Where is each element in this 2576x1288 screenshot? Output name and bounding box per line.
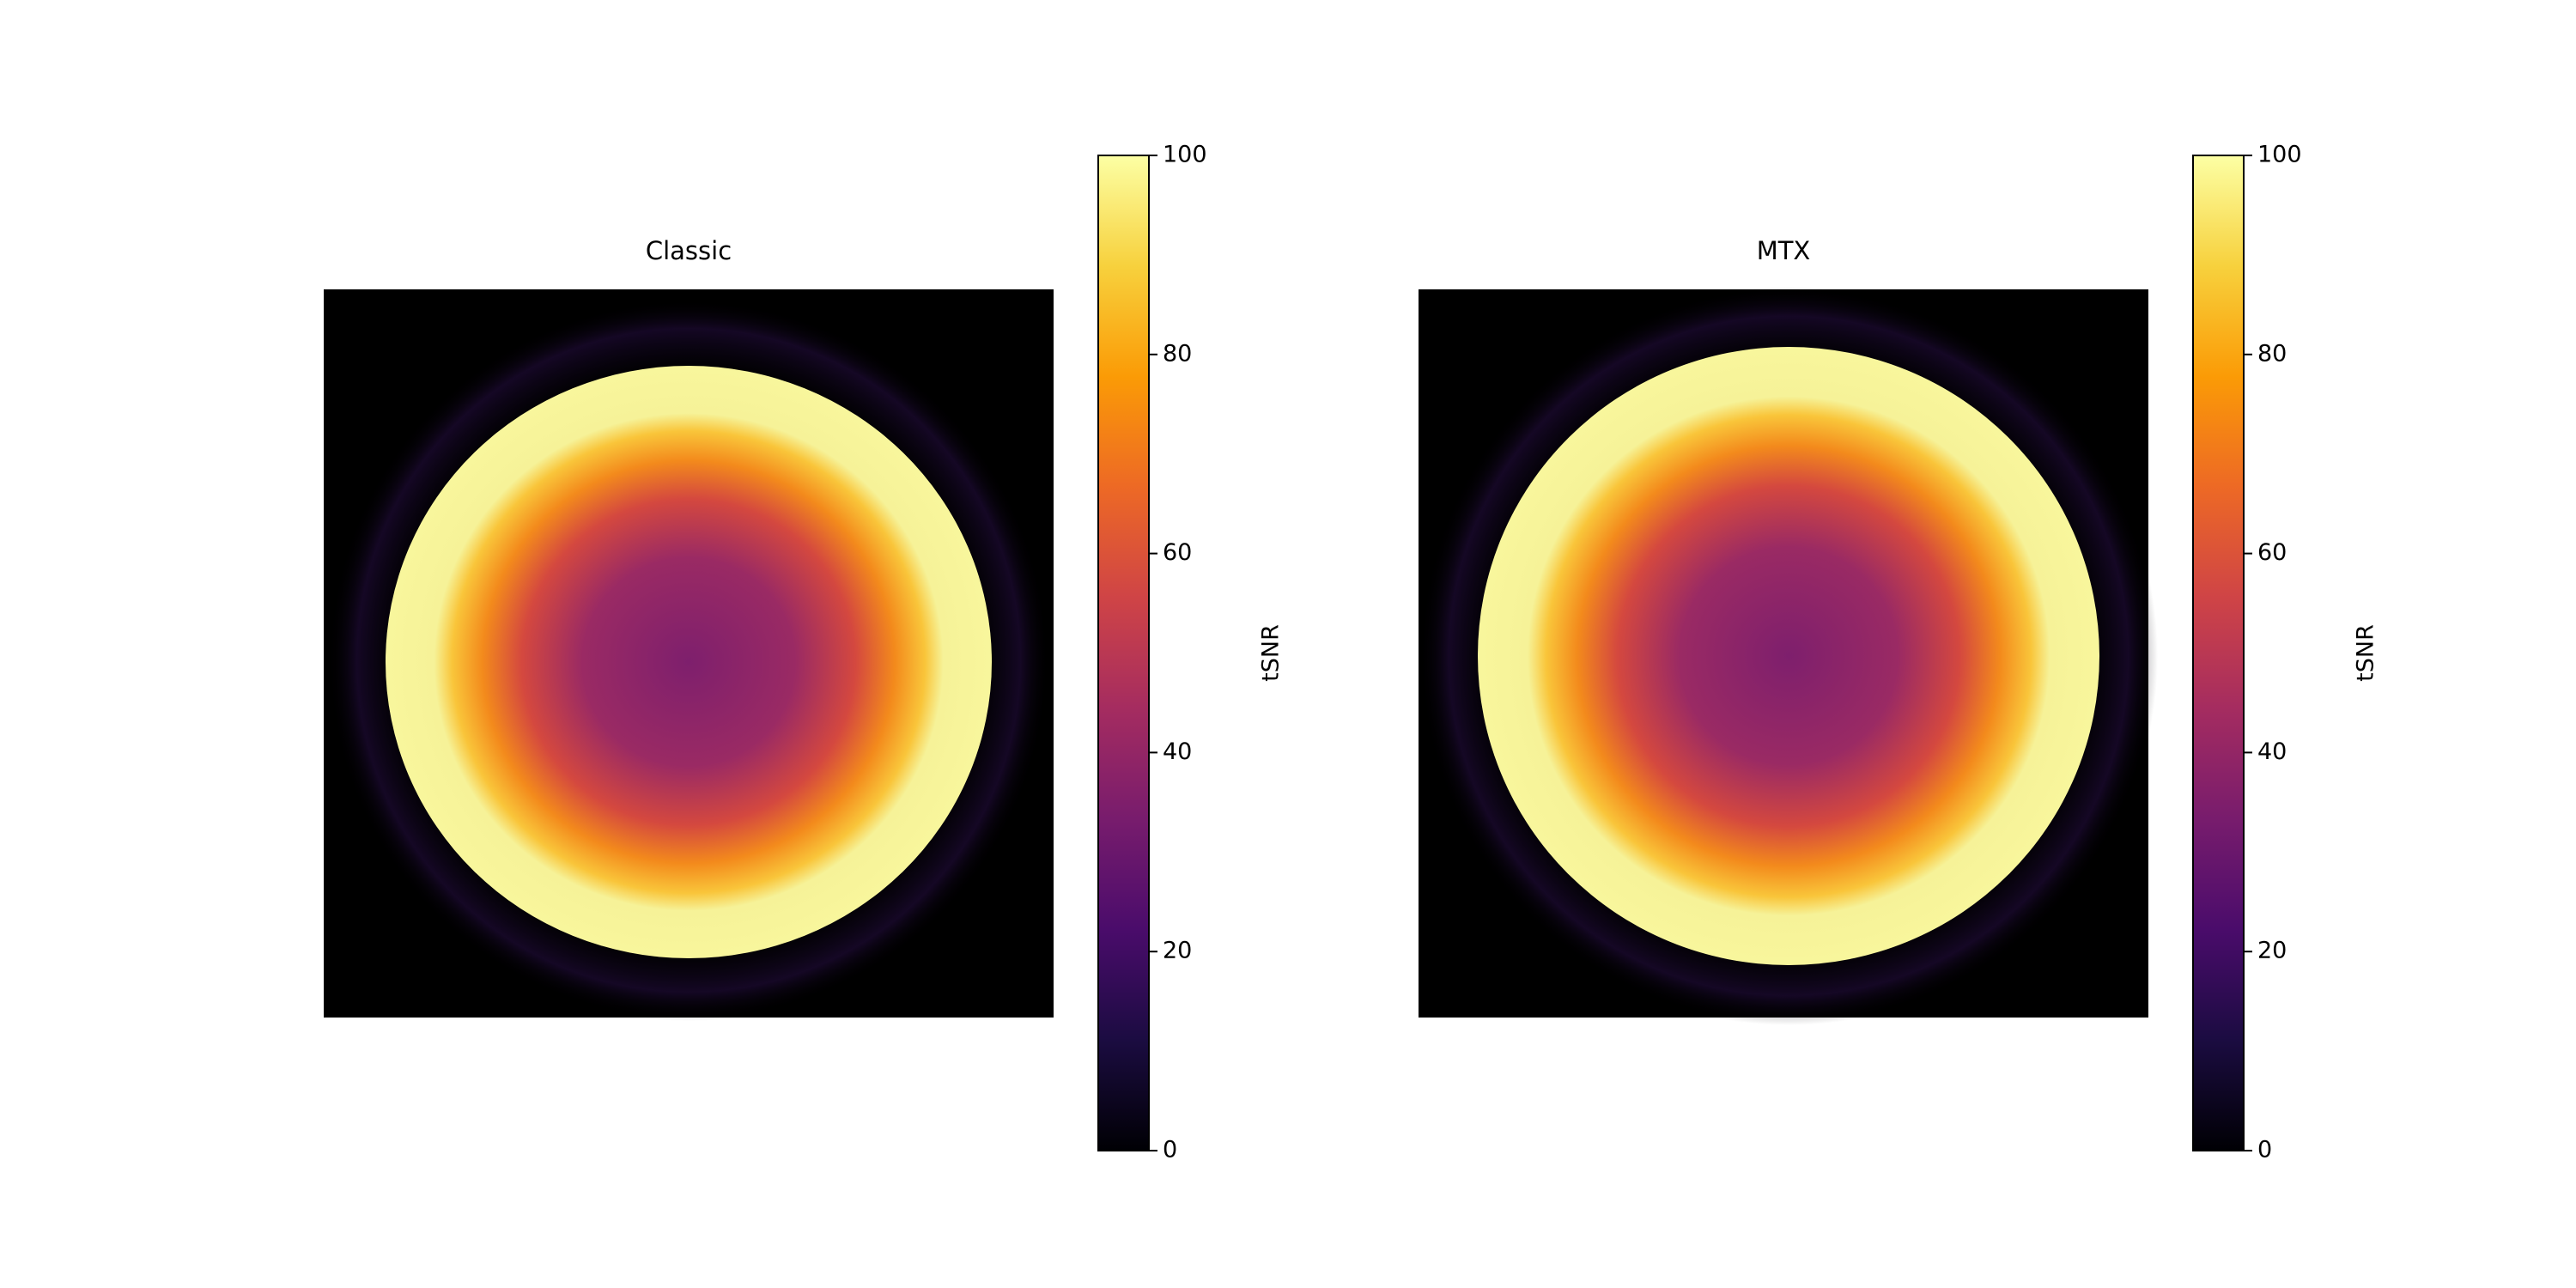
colorbar-tick-label: 40 — [1163, 738, 1192, 765]
colorbar-tick-label: 0 — [2257, 1137, 2272, 1163]
image-mtx — [1419, 287, 2158, 1025]
colorbar-tick-label: 20 — [1163, 938, 1192, 964]
colorbar-tick-label: 100 — [2257, 142, 2302, 168]
colorbar-label: tSNR — [2353, 624, 2379, 682]
colorbar-tick-label: 0 — [1163, 1137, 1177, 1163]
colorbar-tick-label: 100 — [1163, 142, 1207, 168]
colorbar — [1097, 155, 1150, 1151]
image-classic — [324, 289, 1054, 1021]
panel-title: Classic — [646, 236, 732, 265]
colorbar-tick-label: 40 — [2257, 738, 2287, 765]
colorbar-tick-label: 80 — [2257, 340, 2287, 367]
colorbar-tick-label: 60 — [1163, 539, 1192, 566]
colorbar-label: tSNR — [1258, 624, 1285, 682]
panel-title: MTX — [1757, 236, 1811, 265]
colorbar-tick-label: 60 — [2257, 539, 2287, 566]
colorbar-tick-label: 80 — [1163, 340, 1192, 367]
colorbar-tick-label: 20 — [2257, 938, 2287, 964]
colorbar — [2192, 155, 2245, 1151]
